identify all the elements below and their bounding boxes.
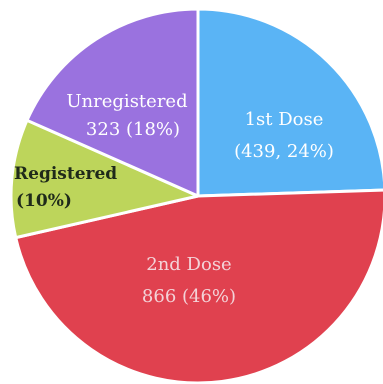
pie-slice-second-dose bbox=[14, 188, 383, 384]
slice-label-second-dose-line1: 2nd Dose bbox=[146, 254, 231, 275]
slice-label-registered-line2: (10%) bbox=[16, 191, 72, 211]
pie-labels: 1st Dose (439, 24%) 2nd Dose 866 (46%) R… bbox=[14, 91, 334, 307]
pie-slice-first-dose bbox=[196, 7, 383, 198]
slice-label-unregistered-line2: 323 (18%) bbox=[86, 119, 180, 140]
slice-label-registered-line1: Registered bbox=[14, 164, 117, 184]
slice-label-unregistered-line1: Unregistered bbox=[66, 91, 187, 112]
slice-label-first-dose-line1: 1st Dose bbox=[245, 109, 324, 130]
slice-label-first-dose-line2: (439, 24%) bbox=[234, 141, 334, 162]
pie-slice-unregistered bbox=[25, 7, 200, 198]
pie-slices bbox=[9, 7, 383, 384]
slice-label-second-dose-line2: 866 (46%) bbox=[142, 286, 236, 307]
pie-slice-registered bbox=[9, 118, 200, 240]
